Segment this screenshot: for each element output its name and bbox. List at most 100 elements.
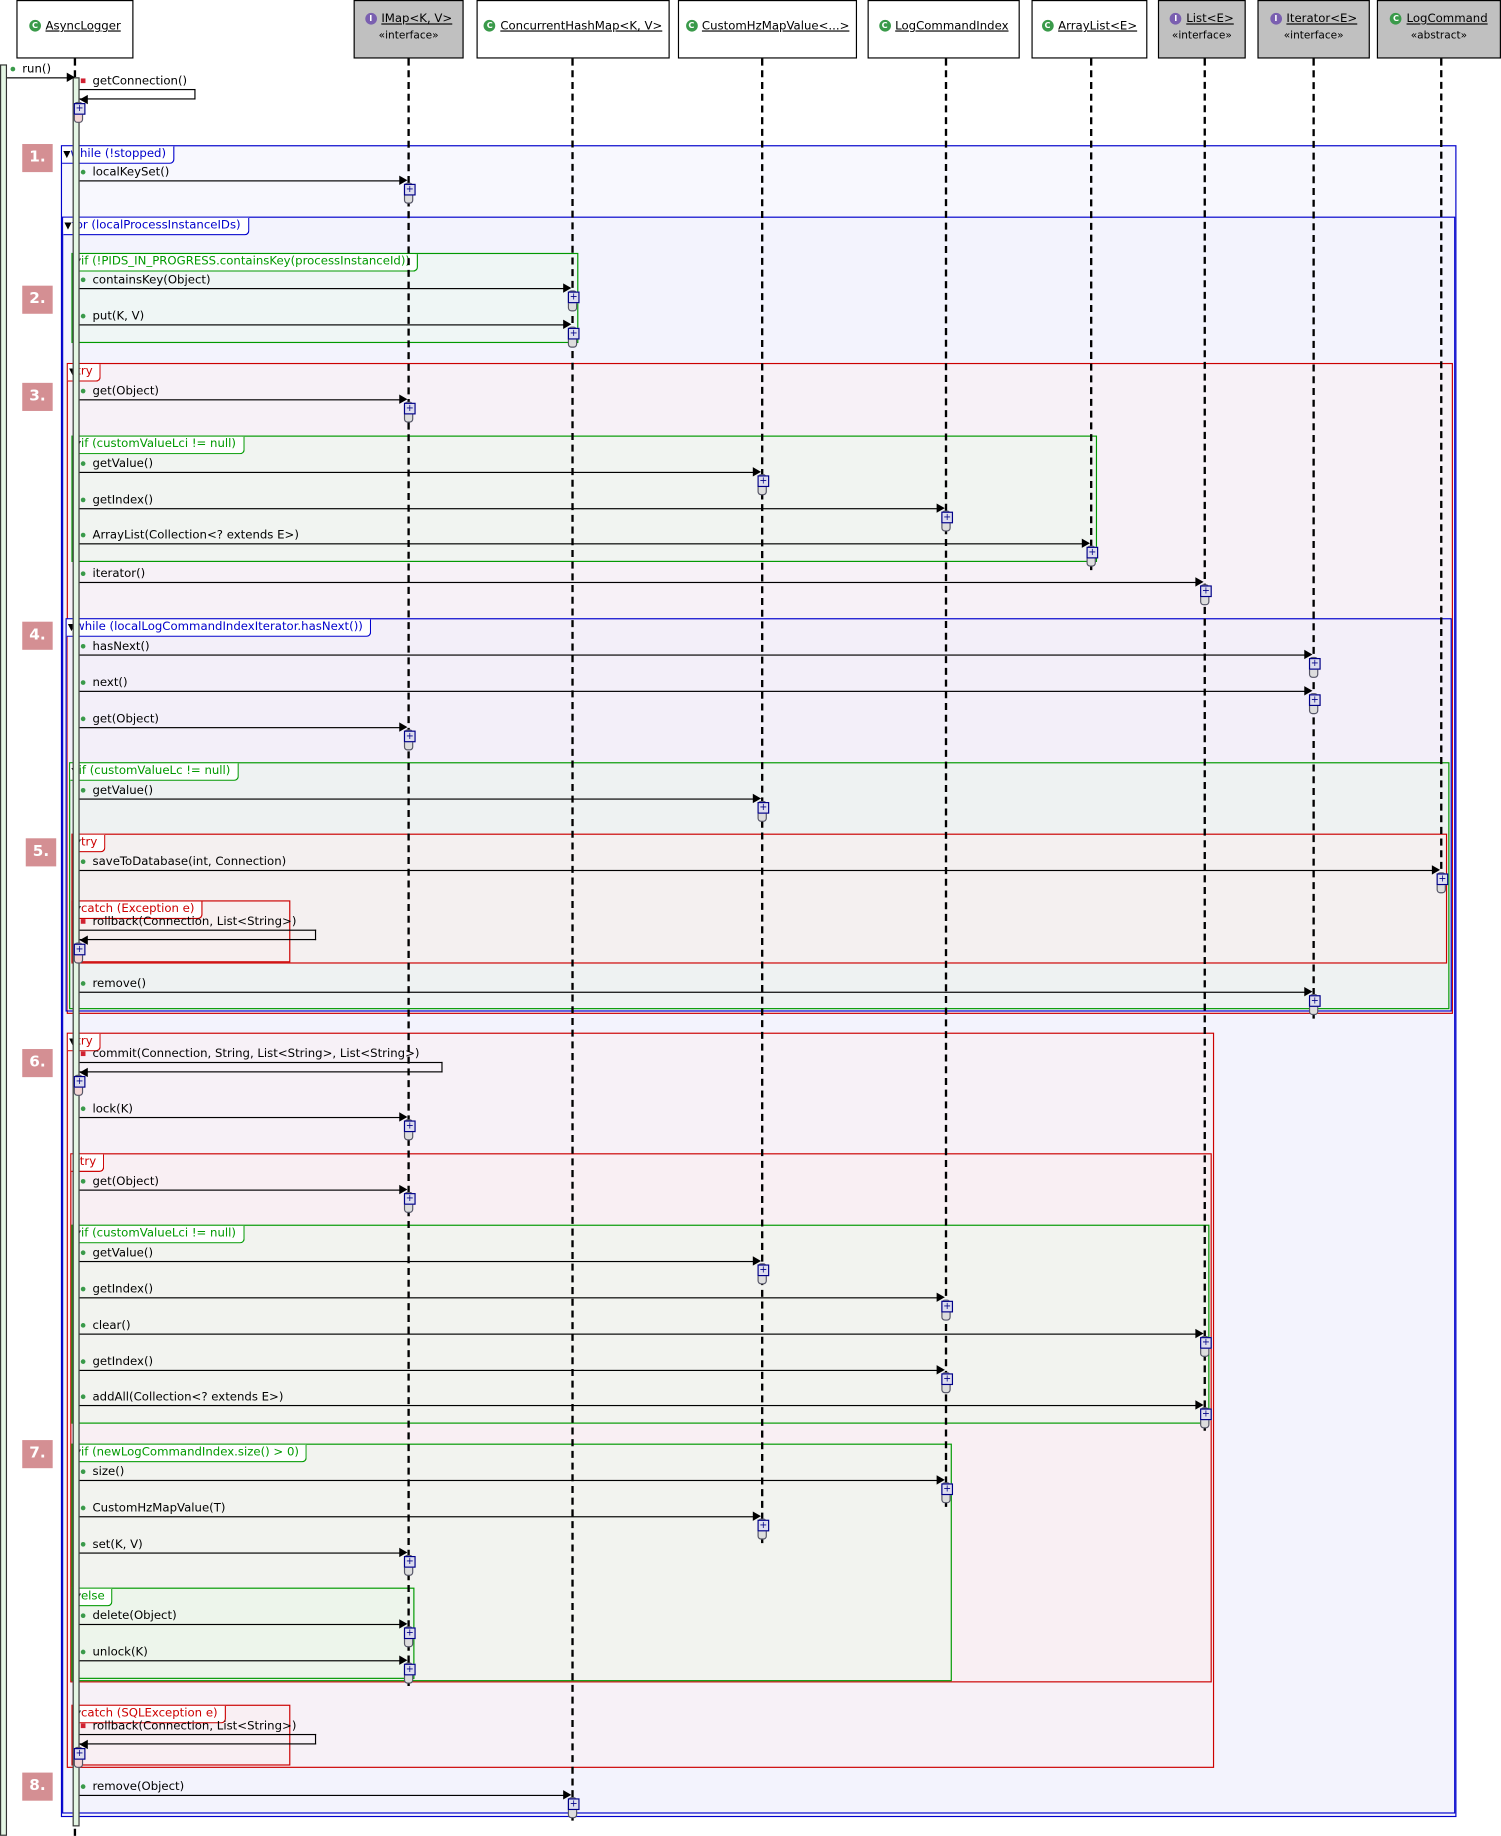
fragment-label[interactable]: ▼if (!PIDS_IN_PROGRESS.containsKey(proce… xyxy=(72,254,419,272)
expand-plus-icon[interactable]: + xyxy=(403,1193,416,1205)
activation-box[interactable]: + xyxy=(73,1746,86,1768)
expand-plus-icon[interactable]: + xyxy=(1200,1337,1212,1349)
expand-plus-icon[interactable]: + xyxy=(73,1075,86,1088)
activation-box[interactable]: + xyxy=(403,1662,416,1684)
participant-imapkv[interactable]: I IMap<K, V> «interface» xyxy=(353,0,464,59)
expand-plus-icon[interactable]: + xyxy=(403,1663,416,1676)
message-label[interactable]: getValue() xyxy=(80,458,153,471)
fragment-label[interactable]: ▼for (localProcessInstanceIDs) xyxy=(63,217,249,236)
activation-box[interactable]: + xyxy=(403,1191,416,1213)
message-label[interactable]: remove(Object) xyxy=(80,1781,184,1794)
fragment-label[interactable]: ▼catch (Exception e) xyxy=(72,901,203,920)
activation-box[interactable]: + xyxy=(757,1263,770,1285)
activation-box[interactable]: + xyxy=(941,1299,954,1321)
expand-plus-icon[interactable]: + xyxy=(403,730,416,743)
message-label[interactable]: localKeySet() xyxy=(80,166,169,179)
expand-plus-icon[interactable]: + xyxy=(1436,873,1449,886)
activation-box[interactable]: + xyxy=(1308,994,1321,1016)
message-label[interactable]: getIndex() xyxy=(80,1356,153,1369)
expand-plus-icon[interactable]: + xyxy=(1308,694,1321,706)
expand-plus-icon[interactable]: + xyxy=(567,327,580,340)
expand-plus-icon[interactable]: + xyxy=(403,183,416,196)
activation-box[interactable]: + xyxy=(73,101,86,123)
collapse-triangle-icon[interactable]: ▼ xyxy=(67,621,76,633)
message-label[interactable]: lock(K) xyxy=(80,1103,133,1116)
expand-plus-icon[interactable]: + xyxy=(73,943,86,956)
message-label[interactable]: set(K, V) xyxy=(80,1538,143,1551)
participant-concurrenthashmapkv[interactable]: C ConcurrentHashMap<K, V> xyxy=(476,0,670,59)
activation-box[interactable]: + xyxy=(757,474,770,496)
activation-box[interactable]: + xyxy=(1308,656,1321,678)
activation-box[interactable]: + xyxy=(567,326,580,348)
activation-box[interactable]: + xyxy=(757,800,770,822)
message-label[interactable]: getIndex() xyxy=(80,494,153,507)
activation-box[interactable]: + xyxy=(941,1482,954,1504)
activation-box[interactable]: + xyxy=(941,1372,954,1394)
fragment-label[interactable]: ▼if (customValueLci != null) xyxy=(72,1225,245,1244)
activation-box[interactable]: + xyxy=(1200,584,1212,606)
activation-box[interactable]: + xyxy=(403,401,416,423)
participant-arrayliste[interactable]: C ArrayList<E> xyxy=(1031,0,1148,59)
fragment-label[interactable]: ▼catch (SQLException e) xyxy=(72,1705,226,1724)
activation-box[interactable]: + xyxy=(941,510,954,532)
message-label[interactable]: commit(Connection, String, List<String>,… xyxy=(80,1048,420,1061)
message-label[interactable]: size() xyxy=(80,1466,124,1479)
message-label[interactable]: get(Object) xyxy=(80,713,159,726)
activation-box[interactable]: + xyxy=(73,942,86,964)
message-label[interactable]: put(K, V) xyxy=(80,310,144,323)
expand-plus-icon[interactable]: + xyxy=(941,511,954,524)
participant-iteratore[interactable]: I Iterator<E> «interface» xyxy=(1257,0,1370,59)
message-label[interactable]: getValue() xyxy=(80,784,153,797)
collapse-triangle-icon[interactable]: ▼ xyxy=(64,220,72,231)
expand-plus-icon[interactable]: + xyxy=(757,801,770,814)
message-label[interactable]: unlock(K) xyxy=(80,1646,148,1659)
expand-plus-icon[interactable]: + xyxy=(567,291,580,304)
message-label[interactable]: addAll(Collection<? extends E>) xyxy=(80,1391,284,1404)
participant-customhzmapvalue[interactable]: C CustomHzMapValue<...> xyxy=(677,0,858,59)
message-label[interactable]: next() xyxy=(80,677,128,690)
fragment-label[interactable]: ▼try xyxy=(72,834,106,853)
expand-plus-icon[interactable]: + xyxy=(757,1264,770,1277)
participant-liste[interactable]: I List<E> «interface» xyxy=(1157,0,1246,59)
activation-box[interactable]: + xyxy=(1308,693,1321,715)
participant-logcommandindex[interactable]: C LogCommandIndex xyxy=(867,0,1020,59)
activation-box[interactable]: + xyxy=(403,1554,416,1576)
activation-box[interactable]: + xyxy=(1086,545,1099,567)
activation-box[interactable]: + xyxy=(403,1626,416,1648)
message-label[interactable]: delete(Object) xyxy=(80,1610,177,1623)
message-label[interactable]: rollback(Connection, List<String>) xyxy=(80,916,297,928)
message-label[interactable]: run() xyxy=(10,63,51,76)
expand-plus-icon[interactable]: + xyxy=(1308,657,1321,670)
message-label[interactable]: rollback(Connection, List<String>) xyxy=(80,1720,297,1733)
expand-plus-icon[interactable]: + xyxy=(73,1748,86,1760)
activation-box[interactable]: + xyxy=(567,290,580,312)
activation-box[interactable]: + xyxy=(757,1518,770,1540)
participant-asynclogger[interactable]: C AsyncLogger xyxy=(16,0,134,59)
expand-plus-icon[interactable]: + xyxy=(567,1798,580,1811)
fragment-label[interactable]: ▼while (localLogCommandIndexIterator.has… xyxy=(66,619,372,637)
activation-box[interactable]: + xyxy=(403,1119,416,1141)
activation-box[interactable]: + xyxy=(403,729,416,751)
collapse-triangle-icon[interactable]: ▼ xyxy=(63,148,71,160)
expand-plus-icon[interactable]: + xyxy=(403,1120,416,1133)
message-label[interactable]: get(Object) xyxy=(80,385,159,398)
message-label[interactable]: ArrayList(Collection<? extends E>) xyxy=(80,529,299,542)
activation-box[interactable]: + xyxy=(403,182,416,204)
message-label[interactable]: clear() xyxy=(80,1319,131,1332)
expand-plus-icon[interactable]: + xyxy=(403,1627,416,1640)
expand-plus-icon[interactable]: + xyxy=(941,1300,954,1313)
activation-box[interactable]: + xyxy=(73,1074,86,1096)
expand-plus-icon[interactable]: + xyxy=(1200,1408,1212,1421)
expand-plus-icon[interactable]: + xyxy=(757,1519,770,1532)
fragment-label[interactable]: ▼if (customValueLc != null) xyxy=(70,763,239,781)
expand-plus-icon[interactable]: + xyxy=(1200,585,1212,598)
activation-box[interactable]: + xyxy=(1200,1335,1212,1357)
message-label[interactable]: iterator() xyxy=(80,568,145,581)
expand-plus-icon[interactable]: + xyxy=(941,1483,954,1496)
activation-box[interactable]: + xyxy=(1436,872,1449,894)
fragment-label[interactable]: ▼while (!stopped) xyxy=(62,146,175,164)
fragment-label[interactable]: ▼if (customValueLci != null) xyxy=(72,436,245,455)
message-label[interactable]: remove() xyxy=(80,978,146,990)
expand-plus-icon[interactable]: + xyxy=(403,1555,416,1568)
message-label[interactable]: getConnection() xyxy=(80,75,187,88)
